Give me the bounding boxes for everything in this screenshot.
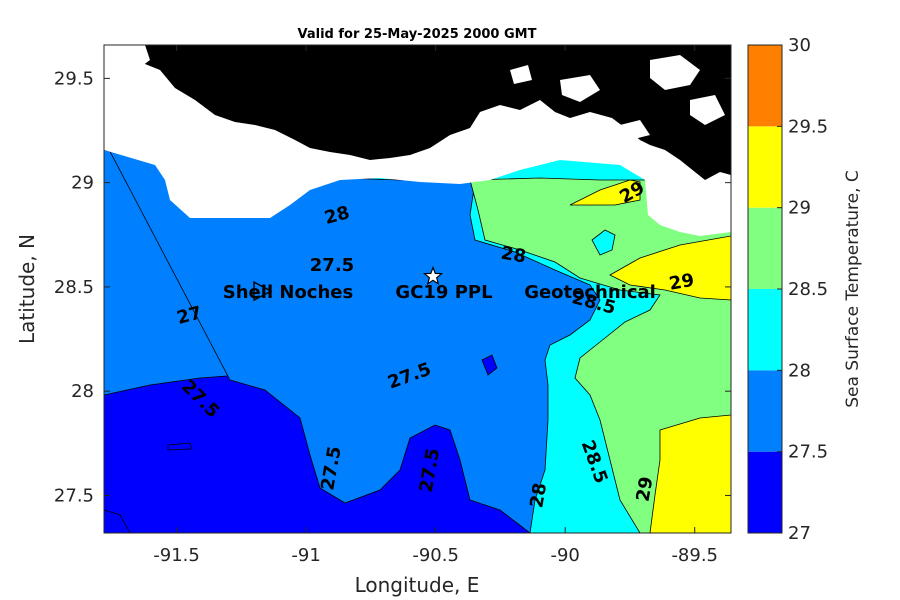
contour-label: 28 xyxy=(526,481,551,509)
site-label: Shell Noches xyxy=(223,282,353,303)
colorbar-swatch xyxy=(748,207,782,289)
colorbar: 27 27.5 28 28.5 29 29.5 30 xyxy=(747,35,828,544)
land-inlet-c xyxy=(560,75,600,102)
sst-patch-27-a xyxy=(481,354,498,376)
land-inlet-b xyxy=(650,55,700,90)
colorbar-tick-label: 27.5 xyxy=(788,442,828,463)
sst-band-29-right xyxy=(609,235,731,301)
y-tick-label: 29.5 xyxy=(54,68,94,89)
x-tick-label: -90.5 xyxy=(412,545,459,566)
colorbar-tick-label: 29.5 xyxy=(788,116,828,137)
y-tick-label: 27.5 xyxy=(54,485,94,506)
plot-title: Valid for 25-May-2025 2000 GMT xyxy=(298,27,537,42)
sst-band-29-top xyxy=(569,179,641,206)
colorbar-swatch xyxy=(748,289,782,371)
colorbar-tick-label: 27 xyxy=(788,523,811,544)
land-inlet-e xyxy=(690,95,725,125)
x-tick-label: -91.5 xyxy=(153,545,200,566)
colorbar-tick-label: 29 xyxy=(788,198,811,219)
x-axis: -91.5 -91 -90.5 -90 -89.5 xyxy=(153,45,718,566)
contour-label: 29 xyxy=(668,270,696,295)
colorbar-tick-label: 28 xyxy=(788,360,811,381)
colorbar-swatch xyxy=(748,45,782,127)
y-tick-label: 29 xyxy=(71,173,94,194)
land-inlet-f xyxy=(620,120,650,140)
colorbar-swatch xyxy=(748,370,782,452)
sst-patch-27-b xyxy=(167,442,193,451)
sst-patch-28 xyxy=(591,229,616,256)
site-star-marker xyxy=(422,265,444,286)
x-tick-label: -89.5 xyxy=(671,545,718,566)
land-inlet-a xyxy=(104,45,150,80)
x-tick-label: -90 xyxy=(550,545,579,566)
colorbar-title: Sea Surface Temperature, C xyxy=(843,170,863,408)
y-tick-label: 28.5 xyxy=(54,277,94,298)
colorbar-tick-label: 28.5 xyxy=(788,279,828,300)
contour-label: 27.5 xyxy=(310,255,354,276)
contour-label: 29 xyxy=(632,475,657,503)
plot-border xyxy=(103,44,732,534)
y-axis-title: Latitude, N xyxy=(15,234,39,344)
sst-patch-27-c xyxy=(104,509,131,533)
contour-label: 28 xyxy=(499,243,527,268)
colorbar-swatch xyxy=(748,126,782,208)
y-axis: 27.5 28 28.5 29 29.5 xyxy=(54,68,731,506)
sst-band-29-bottom xyxy=(649,414,731,533)
x-tick-label: -91 xyxy=(291,545,320,566)
site-label: Geotechnical xyxy=(524,282,656,303)
site-markers: Shell Noches GC19 PPL Geotechnical xyxy=(223,265,656,303)
colorbar-swatch xyxy=(748,451,782,533)
site-label: GC19 PPL xyxy=(395,282,492,303)
land-inlet-d xyxy=(510,65,532,84)
y-tick-label: 28 xyxy=(71,381,94,402)
site-triangle-marker xyxy=(253,280,273,302)
x-axis-title: Longitude, E xyxy=(355,573,480,597)
colorbar-tick-label: 30 xyxy=(788,35,811,56)
